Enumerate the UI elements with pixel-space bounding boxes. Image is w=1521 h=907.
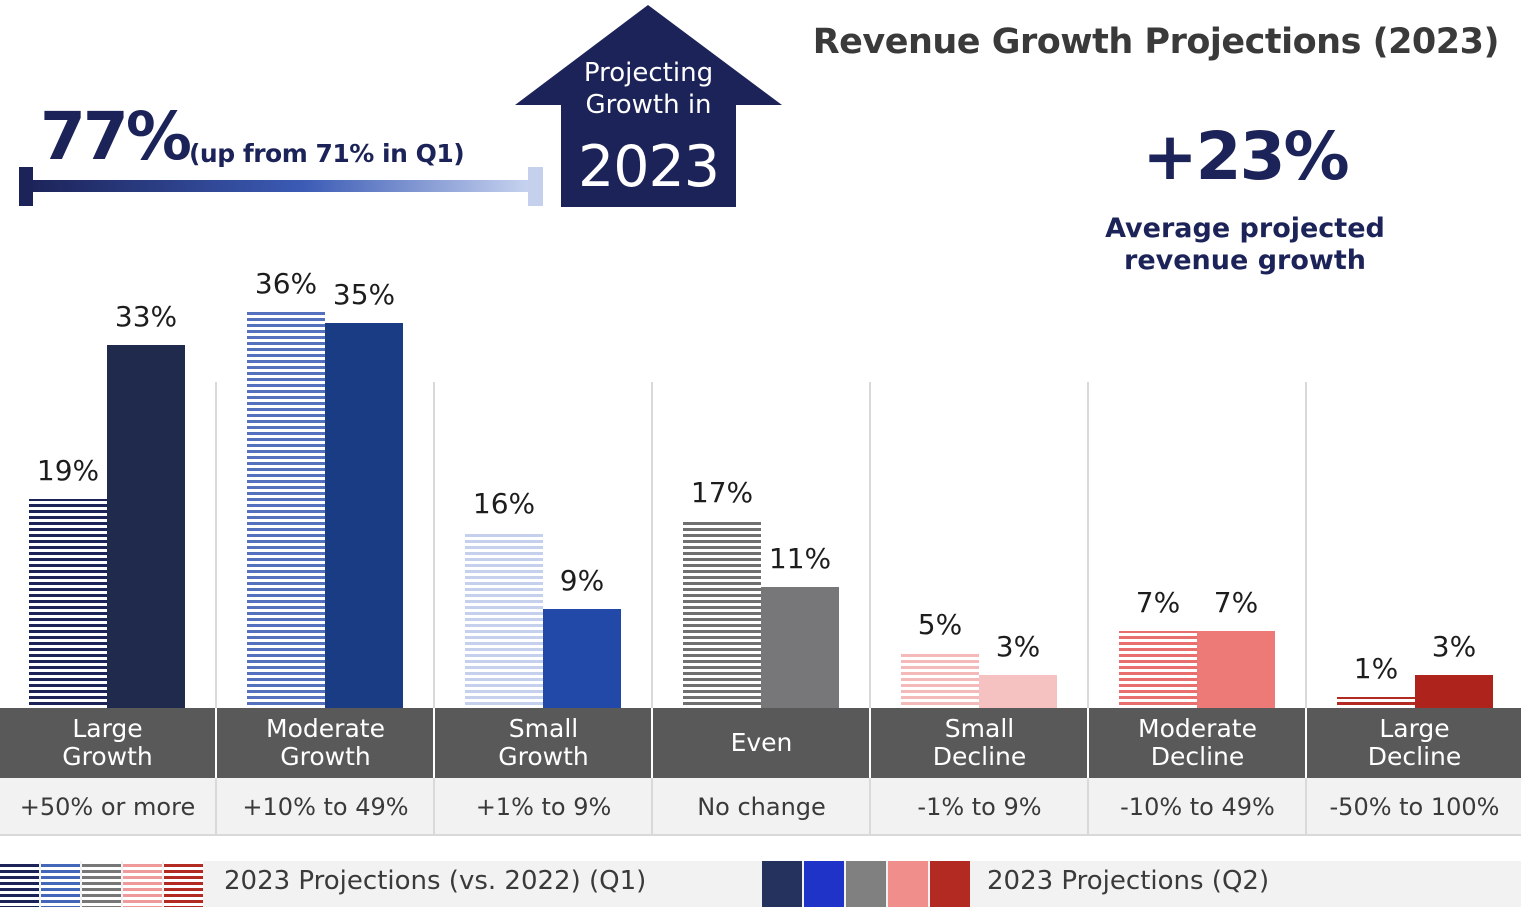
bar-q2-value-label: 7% xyxy=(1214,586,1258,619)
category-label: Moderate Decline xyxy=(1090,708,1307,778)
average-label-line1: Average projected xyxy=(1105,213,1385,244)
bar-q2-value-label: 9% xyxy=(560,564,604,597)
category-label-line1: Small xyxy=(508,714,579,743)
legend-q2-swatch xyxy=(846,861,886,907)
category-label: Moderate Growth xyxy=(218,708,435,778)
legend-q1-swatch xyxy=(82,861,121,907)
bar-q1 xyxy=(1337,697,1415,708)
category-label-line2: Decline xyxy=(1367,742,1462,771)
category-label-line2: Growth xyxy=(62,742,153,771)
category-label-line2: Decline xyxy=(1150,742,1245,771)
category-band xyxy=(0,708,1521,778)
range-band xyxy=(0,778,1521,836)
category-label: Small Decline xyxy=(872,708,1089,778)
bar-q1-value-label: 19% xyxy=(37,454,99,487)
category-range-label: -50% to 100% xyxy=(1329,793,1500,821)
bar-q2 xyxy=(325,323,403,708)
category-label-line2: Even xyxy=(730,728,793,757)
bar-q2 xyxy=(761,587,839,708)
bar-q2 xyxy=(107,345,185,708)
category-label: Small Growth xyxy=(436,708,653,778)
category-label-line1: Moderate xyxy=(1138,714,1257,743)
average-growth-value: +23% xyxy=(1142,118,1349,195)
category-label: Large Decline xyxy=(1308,708,1521,778)
bar-q2-value-label: 3% xyxy=(1432,630,1476,663)
category-range-label: No change xyxy=(654,778,871,836)
legend-q1-label: 2023 Projections (vs. 2022) (Q1) xyxy=(224,866,647,896)
bar-q1 xyxy=(901,653,979,708)
bar-q2 xyxy=(543,609,621,708)
bar-q1-value-label: 5% xyxy=(918,608,962,641)
average-label-line2: revenue growth xyxy=(1124,245,1366,276)
growth-range-bar xyxy=(26,180,530,192)
bar-q2-value-label: 3% xyxy=(996,630,1040,663)
category-label-line2: Growth xyxy=(498,742,589,771)
house-arrow-year: 2023 xyxy=(577,134,720,200)
bar-q2-value-label: 35% xyxy=(333,278,395,311)
bar-q1-value-label: 17% xyxy=(691,476,753,509)
bar-q1-value-label: 7% xyxy=(1136,586,1180,619)
category-label-line1: Moderate xyxy=(266,714,385,743)
bar-q2 xyxy=(1197,631,1275,708)
growth-range-end-cap xyxy=(528,167,543,206)
bar-q1 xyxy=(683,521,761,708)
category-range-label: +1% to 9% xyxy=(436,778,653,836)
growth-share-note: (up from 71% in Q1) xyxy=(189,139,465,168)
category-range-label: +50% or more xyxy=(0,778,217,836)
category-label-line1: Large xyxy=(1379,714,1450,743)
house-arrow-body xyxy=(561,104,736,207)
bar-q2 xyxy=(979,675,1057,708)
legend-q1-swatch xyxy=(164,861,203,907)
legend-q1-swatch xyxy=(41,861,80,907)
legend-q2-swatch xyxy=(762,861,802,907)
bar-q1 xyxy=(465,532,543,708)
bar-q1-value-label: 36% xyxy=(255,267,317,300)
legend-q1-swatch xyxy=(123,861,162,907)
legend xyxy=(0,861,1521,907)
chart-title: Revenue Growth Projections (2023) xyxy=(812,22,1500,62)
bar-q1-value-label: 1% xyxy=(1354,652,1398,685)
chart-value-labels: 19% 33% 36% 35% 16% 9% 17% 11% 5% 3% 7% 7% 1% 3% xyxy=(37,267,1476,685)
legend-q2-swatch xyxy=(888,861,928,907)
legend-q2-swatch xyxy=(930,861,970,907)
bar-q1-value-label: 16% xyxy=(473,487,535,520)
legend-q2-label: 2023 Projections (Q2) xyxy=(987,866,1270,896)
category-label-line1: Small xyxy=(944,714,1015,743)
house-label-line1: Projecting xyxy=(583,58,714,88)
category-range-label: -10% to 49% xyxy=(1090,778,1307,836)
bar-q1 xyxy=(247,312,325,708)
category-label-line1: Large xyxy=(72,714,143,743)
house-arrow-roof-icon xyxy=(515,5,782,105)
growth-share-value: 77% xyxy=(40,98,192,175)
category-label-line2: Growth xyxy=(280,742,371,771)
legend-q2-swatch xyxy=(804,861,844,907)
house-arrow-label: Projecting Growth in xyxy=(515,57,782,121)
category-label: Large Growth xyxy=(0,708,217,778)
bar-q2 xyxy=(1415,675,1493,708)
bar-q1 xyxy=(1119,631,1197,708)
category-label-line2: Decline xyxy=(932,742,1027,771)
legend-q1-swatch xyxy=(0,861,39,907)
bar-q1 xyxy=(29,499,107,708)
chart-dividers xyxy=(215,382,1307,708)
house-label-line2: Growth in xyxy=(585,90,712,120)
category-label: Even xyxy=(654,708,871,778)
bar-q2-value-label: 11% xyxy=(769,542,831,575)
category-range-label: +10% to 49% xyxy=(218,778,435,836)
bar-q2-value-label: 33% xyxy=(115,300,177,333)
category-range-label: -1% to 9% xyxy=(872,778,1089,836)
average-growth-label: Average projected revenue growth xyxy=(1095,213,1395,277)
chart-bars xyxy=(29,312,1493,708)
growth-range-start-cap xyxy=(19,167,33,206)
